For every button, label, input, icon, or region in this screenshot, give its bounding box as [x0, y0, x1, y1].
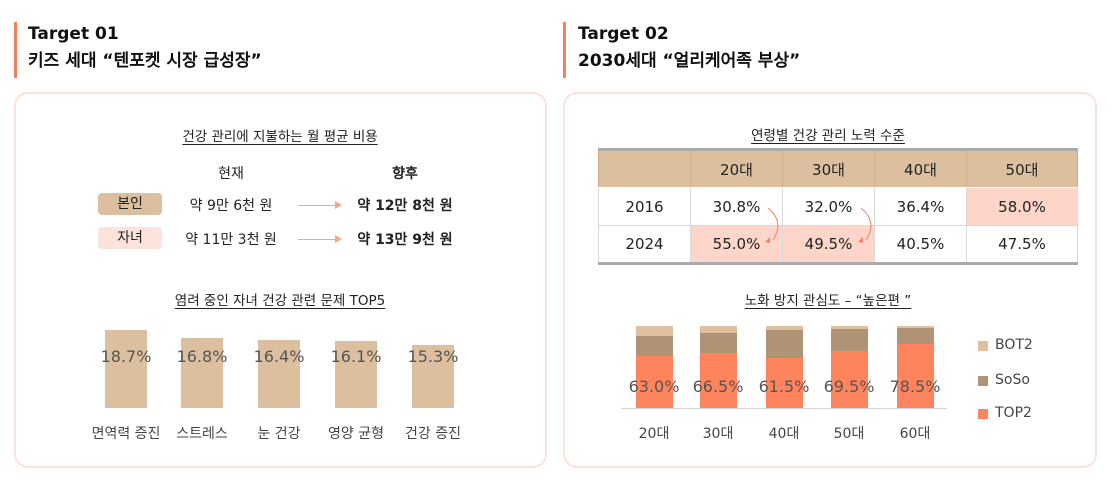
table-row: 2024 55.0% 49.5% 40.5% 47.5%: [598, 225, 1078, 265]
bar: [335, 341, 377, 408]
cost-future: 약 12만 8천 원: [357, 198, 453, 214]
data-label: 69.5%: [823, 377, 875, 396]
cost-now: 약 11만 3천 원: [185, 232, 277, 248]
data-label: 16.1%: [330, 347, 382, 366]
arrow-right-icon: [298, 201, 342, 209]
table-cell: 2016: [598, 187, 691, 226]
legend-swatch-top2: [978, 409, 988, 419]
bar-segment-bot2: [897, 326, 934, 329]
legend-label-soso: SoSo: [995, 372, 1030, 388]
table-cell: 49.5%: [782, 225, 875, 265]
legend-swatch-bot2: [978, 341, 988, 351]
bar: [258, 339, 300, 408]
bar-segment-soso: [636, 335, 673, 357]
col-future: 향후: [392, 166, 418, 182]
x-tick-label: 50대: [833, 426, 865, 442]
x-tick-label: 30대: [702, 426, 734, 442]
chart2-title: 노화 방지 관심도 – “높은편 ”: [744, 293, 912, 309]
data-label: 66.5%: [692, 377, 744, 396]
col-now: 현재: [218, 166, 244, 182]
table-cell: 55.0%: [690, 225, 783, 265]
x-tick-label: 면역력 증진: [91, 426, 161, 442]
badge-child: 자녀: [98, 227, 162, 249]
accent-bar: [563, 22, 566, 78]
bar: [181, 338, 223, 408]
data-label: 61.5%: [758, 377, 810, 396]
table-cell: 36.4%: [874, 187, 967, 226]
data-label: 15.3%: [407, 347, 459, 366]
effort-table: 20대 30대 40대 50대 2016 30.8% 32.0% 36.4% 5…: [598, 148, 1078, 265]
x-tick-label: 눈 건강: [257, 426, 301, 442]
data-label: 16.4%: [253, 347, 305, 366]
bar-segment-top2: [897, 343, 934, 408]
cost-future: 약 13만 9천 원: [357, 232, 453, 248]
x-tick-label: 영양 균형: [328, 426, 384, 442]
bar-segment-bot2: [831, 326, 868, 329]
arrow-right-icon: [298, 235, 342, 243]
table-cell: 2024: [598, 225, 691, 265]
bar-segment-top2: [766, 357, 803, 408]
x-tick-label: 60대: [899, 426, 931, 442]
target-subtitle: 키즈 세대 “텐포켓 시장 급성장”: [28, 51, 262, 71]
legend-label-top2: TOP2: [995, 405, 1032, 421]
data-label: 18.7%: [100, 347, 152, 366]
legend-label-bot2: BOT2: [995, 337, 1033, 353]
badge-self: 본인: [98, 193, 162, 215]
data-label: 16.8%: [176, 347, 228, 366]
target-title: Target 02: [578, 24, 669, 44]
bar-segment-bot2: [700, 326, 737, 333]
target-subtitle: 2030세대 “얼리케어족 부상”: [578, 51, 801, 71]
bar: [105, 330, 147, 408]
table-cell: 32.0%: [782, 187, 875, 226]
accent-bar: [14, 22, 17, 78]
table-header: 30대: [782, 148, 875, 188]
bar-segment-soso: [700, 332, 737, 354]
table-row: 2016 30.8% 32.0% 36.4% 58.0%: [598, 187, 1078, 226]
bar: [412, 344, 454, 408]
legend-swatch-soso: [978, 376, 988, 386]
bar-segment-bot2: [636, 326, 673, 336]
table-header: 20대: [690, 148, 783, 188]
cost-title: 건강 관리에 지불하는 월 평균 비용: [182, 129, 378, 145]
x-tick-label: 건강 증진: [405, 426, 461, 442]
data-label: 78.5%: [889, 377, 941, 396]
bar-segment-top2: [831, 351, 868, 408]
table-cell: 47.5%: [966, 225, 1078, 265]
bar-segment-soso: [766, 330, 803, 358]
table-cell: 40.5%: [874, 225, 967, 265]
x-tick-label: 스트레스: [176, 426, 228, 442]
bar-segment-bot2: [766, 326, 803, 331]
left-panel: [14, 92, 547, 468]
table-header: 40대: [874, 148, 967, 188]
x-tick-label: 40대: [768, 426, 800, 442]
bar-segment-soso: [897, 328, 934, 344]
x-tick-label: 20대: [638, 426, 670, 442]
target-title: Target 01: [28, 24, 119, 44]
cost-now: 약 9만 6천 원: [189, 198, 273, 214]
table-cell: 30.8%: [690, 187, 783, 226]
chart1-title: 염려 중인 자녀 건강 관련 문제 TOP5: [174, 293, 386, 309]
bar-segment-top2: [636, 356, 673, 408]
table-header: [598, 148, 691, 188]
bar-segment-soso: [831, 328, 868, 351]
table-header: 50대: [966, 148, 1078, 188]
table-title: 연령별 건강 관리 노력 수준: [751, 128, 905, 144]
data-label: 63.0%: [628, 377, 680, 396]
x-axis-line: [621, 408, 947, 409]
table-cell: 58.0%: [966, 187, 1078, 226]
bar-segment-top2: [700, 353, 737, 408]
